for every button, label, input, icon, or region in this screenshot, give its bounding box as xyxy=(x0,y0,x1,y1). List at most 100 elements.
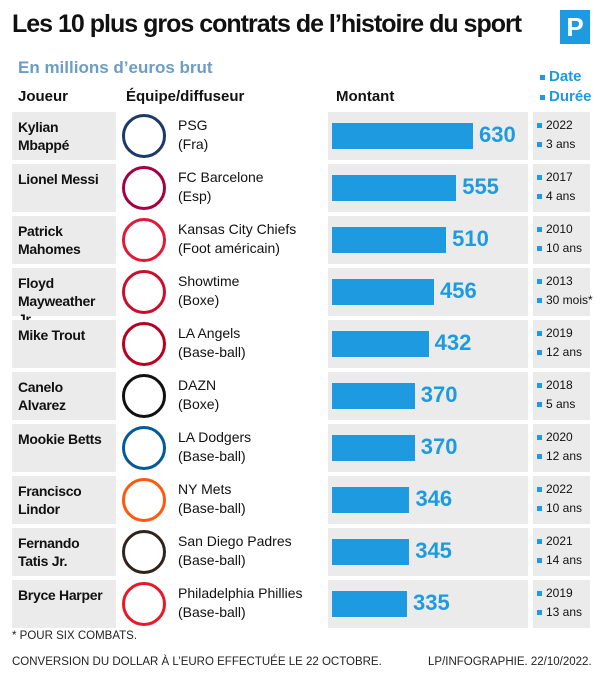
value-label: 456 xyxy=(440,278,477,303)
contract-duration: 12 ans xyxy=(533,447,601,466)
team-detail: (Fra) xyxy=(178,136,209,152)
team-name: FC Barcelone xyxy=(178,169,264,185)
team-name: DAZN xyxy=(178,377,217,393)
title: Les 10 plus gros contrats de l’histoire … xyxy=(12,10,522,38)
contract-duration: 14 ans xyxy=(533,551,601,570)
contract-date: 2022 xyxy=(533,116,590,135)
bar xyxy=(332,591,407,617)
row-cell xyxy=(12,164,116,212)
contract-date: 2021 xyxy=(533,532,590,551)
team-name: Kansas City Chiefs xyxy=(178,221,297,237)
value-label: 346 xyxy=(415,486,453,511)
team-logo xyxy=(122,374,166,418)
subtitle: En millions d’euros brut xyxy=(18,58,213,77)
row-cell xyxy=(12,216,116,264)
contract-duration: 10 ans xyxy=(533,499,601,518)
row-cell xyxy=(12,372,116,420)
team-info: LA Angels (Base-ball) xyxy=(178,320,328,368)
team-logo xyxy=(122,530,166,574)
player-name: Patrick Mahomes xyxy=(18,223,81,257)
team-detail: (Base-ball) xyxy=(178,604,246,620)
column-header: Montant xyxy=(336,88,395,105)
column-header: Équipe/diffuseur xyxy=(126,88,245,105)
contract-duration: 3 ans xyxy=(533,135,601,154)
player-name: Kylian Mbappé xyxy=(18,119,70,153)
player-name: Mookie Betts xyxy=(18,431,102,447)
legend-entry: Date xyxy=(540,68,582,85)
team-detail: (Esp) xyxy=(178,188,212,204)
team-logo xyxy=(122,478,166,522)
contract-date: 2020 xyxy=(533,428,590,447)
team-name: PSG xyxy=(178,117,208,133)
bar xyxy=(332,383,415,409)
team-logo xyxy=(122,582,166,626)
bar xyxy=(332,175,457,201)
contract-date: 2018 xyxy=(533,376,590,395)
legend-entry: Durée xyxy=(540,88,592,105)
contract-date: 2017 xyxy=(533,168,590,187)
value-label: 335 xyxy=(412,590,450,615)
team-logo xyxy=(122,322,166,366)
row-cell xyxy=(12,476,116,524)
team-info: PSG (Fra) xyxy=(178,112,328,160)
team-name: Philadelphia Phillies xyxy=(178,585,303,601)
team-logo xyxy=(122,270,166,314)
bar xyxy=(332,487,410,513)
row-cell xyxy=(12,320,116,368)
value-label: 432 xyxy=(434,330,472,355)
bar xyxy=(332,227,447,253)
contract-date: 2013 xyxy=(533,272,590,291)
team-name: NY Mets xyxy=(178,481,232,497)
bar xyxy=(332,539,410,565)
value-label: 345 xyxy=(415,538,452,563)
player-name: Canelo Alvarez xyxy=(18,379,66,413)
player-name: Lionel Messi xyxy=(18,171,99,187)
footnote: * POUR SIX COMBATS. xyxy=(12,630,138,642)
bar xyxy=(332,435,415,461)
team-detail: (Foot américain) xyxy=(178,240,280,256)
team-name: Showtime xyxy=(178,273,240,289)
team-detail: (Base-ball) xyxy=(178,500,246,516)
team-detail: (Base-ball) xyxy=(178,448,246,464)
team-name: LA Angels xyxy=(178,325,241,341)
team-info: Philadelphia Phillies (Base-ball) xyxy=(178,580,328,628)
team-detail: (Base-ball) xyxy=(178,344,246,360)
player-name: Floyd Mayweather Jr. xyxy=(18,275,96,327)
team-info: San Diego Padres (Base-ball) xyxy=(178,528,328,576)
value-label: 555 xyxy=(462,174,499,199)
row-cell xyxy=(12,268,116,316)
contract-duration: 30 mois* xyxy=(533,291,601,310)
team-info: DAZN (Boxe) xyxy=(178,372,328,420)
credit: LP/INFOGRAPHIE. 22/10/2022. xyxy=(428,656,592,668)
team-logo xyxy=(122,426,166,470)
brand-logo: P xyxy=(560,10,590,44)
player-name: Mike Trout xyxy=(18,327,86,343)
footnote: CONVERSION DU DOLLAR À L’EURO EFFECTUÉE … xyxy=(12,656,382,668)
row-cell xyxy=(12,528,116,576)
contract-duration: 5 ans xyxy=(533,395,601,414)
bar xyxy=(332,279,435,305)
value-label: 630 xyxy=(479,122,516,147)
value-label: 370 xyxy=(420,434,458,459)
row-cell xyxy=(12,112,116,160)
player-name: Bryce Harper xyxy=(18,587,103,603)
team-info: Kansas City Chiefs (Foot américain) xyxy=(178,216,328,264)
contract-duration: 10 ans xyxy=(533,239,601,258)
team-info: Showtime (Boxe) xyxy=(178,268,328,316)
team-info: FC Barcelone (Esp) xyxy=(178,164,328,212)
team-name: LA Dodgers xyxy=(178,429,252,445)
team-detail: (Boxe) xyxy=(178,292,220,308)
player-name: Francisco Lindor xyxy=(18,483,82,517)
team-detail: (Base-ball) xyxy=(178,552,246,568)
player-name: Fernando Tatis Jr. xyxy=(18,535,80,569)
contract-date: 2022 xyxy=(533,480,590,499)
team-info: NY Mets (Base-ball) xyxy=(178,476,328,524)
value-label: 370 xyxy=(420,382,458,407)
contract-date: 2019 xyxy=(533,584,590,603)
team-logo xyxy=(122,114,166,158)
team-logo xyxy=(122,218,166,262)
contract-duration: 13 ans xyxy=(533,603,601,622)
contract-date: 2019 xyxy=(533,324,590,343)
column-header: Joueur xyxy=(18,88,69,105)
